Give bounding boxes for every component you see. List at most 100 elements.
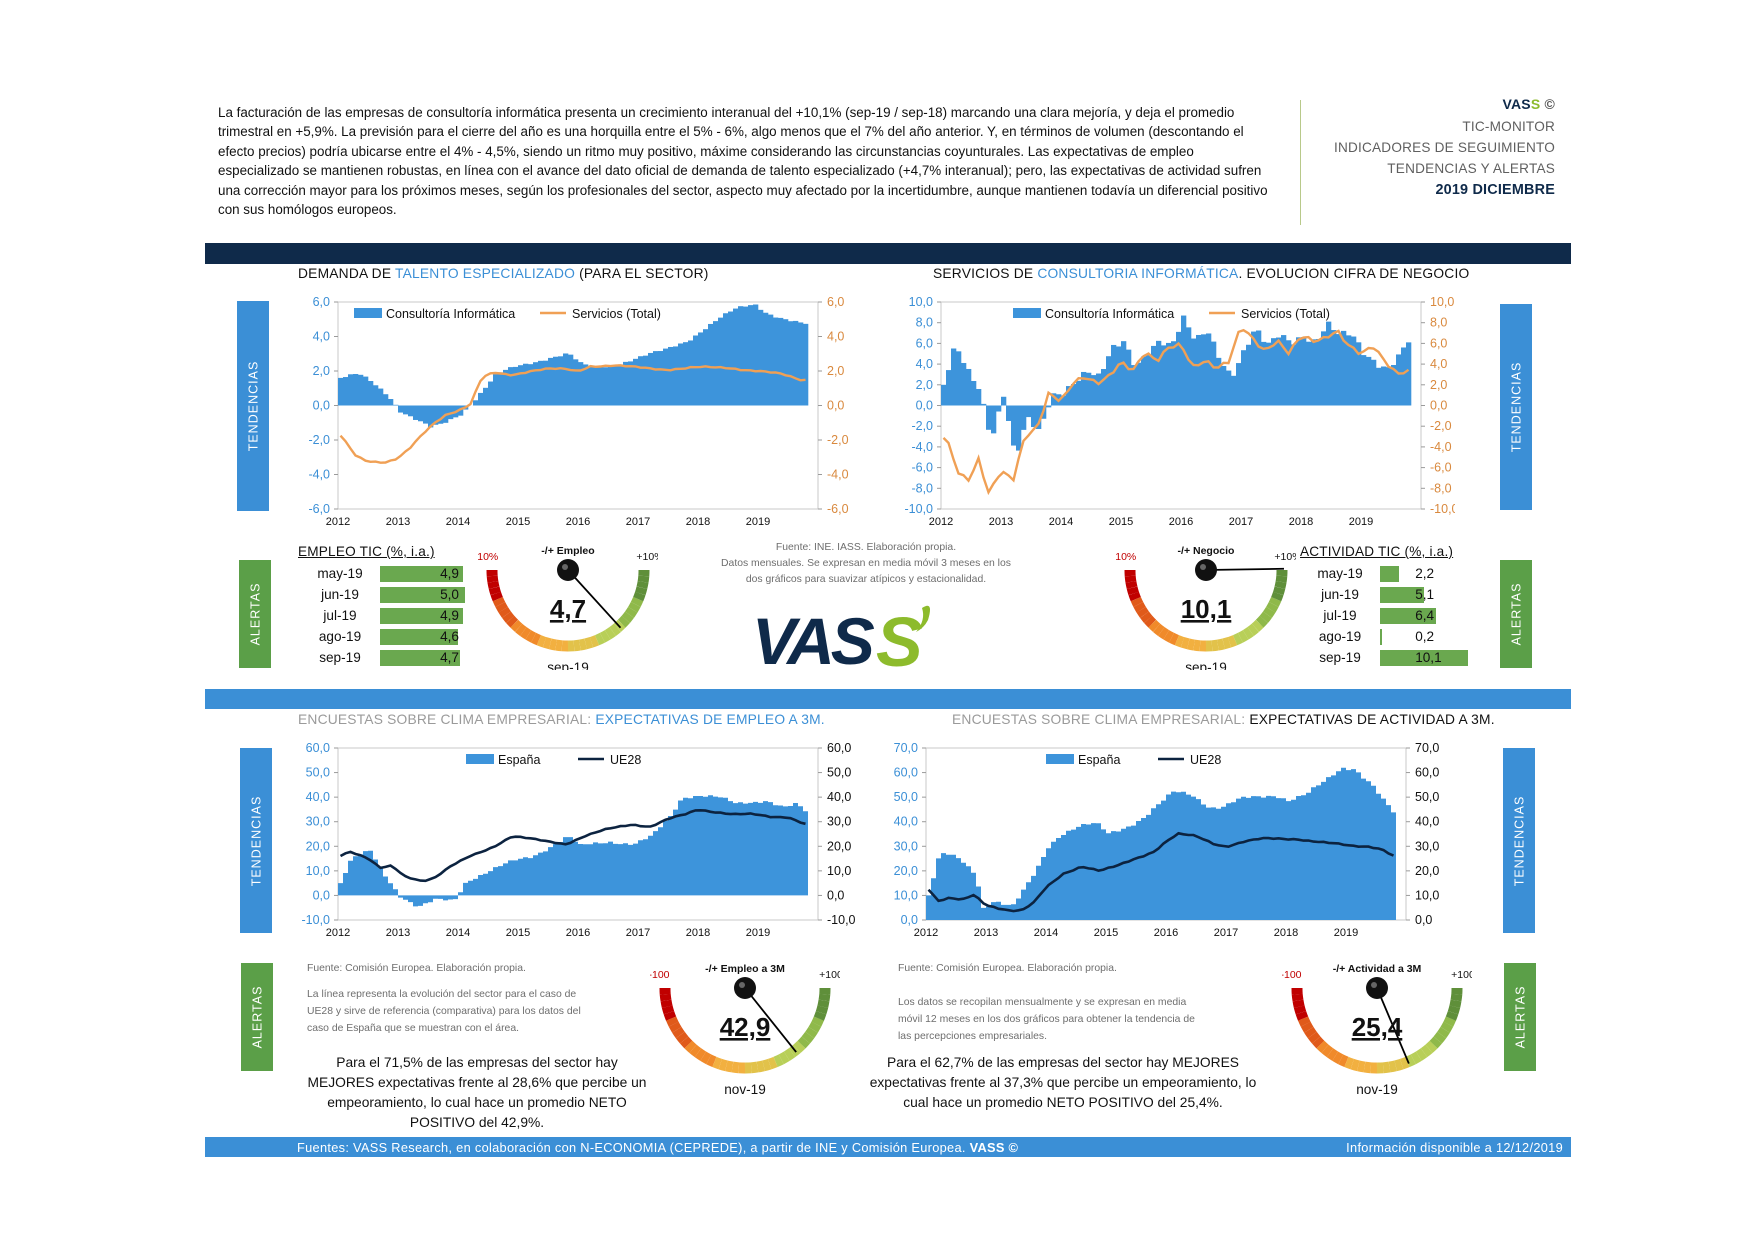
x-tick-label: 2014 — [1034, 927, 1058, 939]
vass-logo-accent: S — [876, 603, 923, 676]
gauge-arc-segment — [1292, 999, 1305, 1008]
alert-row: jun-19 5,1 — [1300, 584, 1490, 605]
gauge-arc-segment — [589, 635, 600, 648]
left-tick-label: 0,0 — [313, 399, 330, 413]
bar — [358, 374, 364, 406]
servicios-line — [339, 364, 806, 464]
footer-date: Información disponible a 12/12/2019 — [1346, 1139, 1563, 1155]
gauge-arc-segment — [609, 623, 621, 636]
gauge-arc-segment — [1300, 1021, 1314, 1033]
brand-line-1: TIC-MONITOR — [1462, 119, 1555, 134]
gauge-arc-segment — [1186, 638, 1196, 651]
brand-date: 2019 DICIEMBRE — [1435, 182, 1555, 198]
x-tick-label: 2016 — [1154, 927, 1178, 939]
alert-value: 10,1 — [1415, 649, 1442, 665]
right-tick-label: -6,0 — [827, 502, 849, 516]
gauge-arc-segment — [1429, 1036, 1443, 1049]
bar — [653, 351, 659, 406]
bar — [588, 366, 594, 406]
right-tick-label: 2,0 — [827, 364, 844, 378]
legend-swatch-bars — [466, 754, 494, 764]
gauge-arc-segment — [1357, 1060, 1366, 1073]
bar — [1071, 384, 1077, 406]
bar — [1191, 338, 1197, 406]
alert-bar-cell: 5,1 — [1380, 586, 1468, 603]
bar — [1006, 405, 1012, 421]
legend-label: España — [1078, 753, 1120, 767]
left-tick-label: 20,0 — [894, 864, 918, 878]
bar — [628, 361, 634, 406]
tab-alertas-label: ALERTAS — [248, 582, 262, 646]
gauge-arc-segment — [712, 1056, 723, 1070]
right-tick-label: -6,0 — [1430, 461, 1452, 475]
gauge-arc-segment — [621, 611, 634, 623]
gauge-arc-segment — [636, 580, 649, 590]
alert-row: sep-19 10,1 — [1300, 647, 1490, 668]
empleo-tic-table: may-19 4,9 jun-19 5,0 jul-19 4,9 ago-19 4,6 sep-… — [300, 563, 480, 668]
bar — [733, 308, 739, 406]
bar — [803, 323, 809, 406]
alert-bar — [1380, 649, 1468, 666]
gauge-arc-segment — [573, 639, 581, 652]
bar — [1021, 405, 1027, 430]
left-tick-label: 60,0 — [306, 741, 330, 755]
gauge-arc-segment — [1130, 596, 1144, 608]
gauge-arc-segment — [1307, 1031, 1321, 1044]
bar — [758, 309, 764, 406]
bar — [373, 385, 379, 406]
bar — [478, 392, 484, 406]
alert-bar-cell: 5,0 — [380, 586, 465, 603]
x-tick-label: 2019 — [746, 516, 770, 528]
gauge-arc-segment — [1338, 1054, 1349, 1067]
gauge-arc-segment — [1425, 1040, 1438, 1054]
left-tick-label: -10,0 — [302, 913, 331, 927]
bar — [493, 374, 499, 406]
alert-month: jun-19 — [1321, 587, 1359, 602]
gauge-arc-segment — [630, 596, 644, 608]
bar — [708, 323, 714, 406]
empleo3m-summary: Para el 71,5% de las empresas del sector… — [292, 1053, 662, 1133]
bar — [513, 366, 519, 406]
gauge-arc-segment — [1163, 630, 1175, 643]
bar — [1126, 349, 1132, 406]
bar — [543, 360, 549, 406]
bar — [1401, 347, 1407, 406]
gauge-value: 25,4 — [1352, 1012, 1403, 1042]
bar — [1276, 337, 1282, 406]
empleo3m-summary-line-3: empeoramiento, lo cual hace un promedio … — [327, 1095, 627, 1110]
gauge-date: nov-19 — [724, 1082, 766, 1096]
right-tick-label: 60,0 — [827, 741, 851, 755]
bar — [1216, 357, 1222, 406]
actividad3m-source: Fuente: Comisión Europea. Elaboración pr… — [898, 963, 1117, 974]
gauge-arc-segment — [635, 586, 648, 596]
gauge-arc-segment — [818, 993, 831, 1002]
left-tick-label: 4,0 — [313, 330, 330, 344]
bar — [1341, 330, 1347, 406]
bar — [1166, 342, 1172, 406]
gauge-arc-segment — [1350, 1058, 1360, 1072]
bar — [1101, 369, 1107, 406]
legend-label: Consultoría Informática — [1045, 307, 1174, 321]
bar — [1231, 375, 1237, 406]
gauge-arc-segment — [1242, 627, 1254, 640]
gauge-value: 10,1 — [1181, 594, 1232, 624]
gauge-arc-segment — [555, 639, 563, 652]
right-tick-label: -2,0 — [1430, 419, 1452, 433]
negocio-gauge: -/+ Negocio -10% +10% 10,1 sep-19 — [1116, 545, 1296, 670]
bar — [1391, 365, 1397, 406]
x-tick-label: 2018 — [686, 927, 710, 939]
tab-tendencias-label: TENDENCIAS — [1512, 795, 1527, 886]
alert-value: 4,9 — [440, 607, 459, 623]
bar — [966, 368, 972, 406]
gauge-hub — [1195, 559, 1217, 581]
bar — [951, 348, 957, 406]
gauge-arc-segment — [1251, 619, 1264, 632]
bar — [423, 405, 429, 424]
gauge-arc-segment — [1268, 596, 1282, 608]
bar — [1226, 370, 1232, 406]
bar — [1406, 342, 1412, 406]
alert-month: ago-19 — [318, 629, 362, 644]
gauge-arc-segment — [731, 1061, 740, 1074]
gauge-hub-highlight — [739, 982, 745, 988]
gauge-arc-segment — [661, 1005, 675, 1015]
